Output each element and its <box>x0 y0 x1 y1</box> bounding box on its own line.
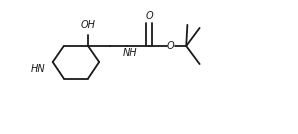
Text: NH: NH <box>122 48 137 58</box>
Text: O: O <box>145 11 153 21</box>
Text: O: O <box>167 41 175 51</box>
Text: HN: HN <box>30 64 45 74</box>
Text: OH: OH <box>80 20 96 30</box>
